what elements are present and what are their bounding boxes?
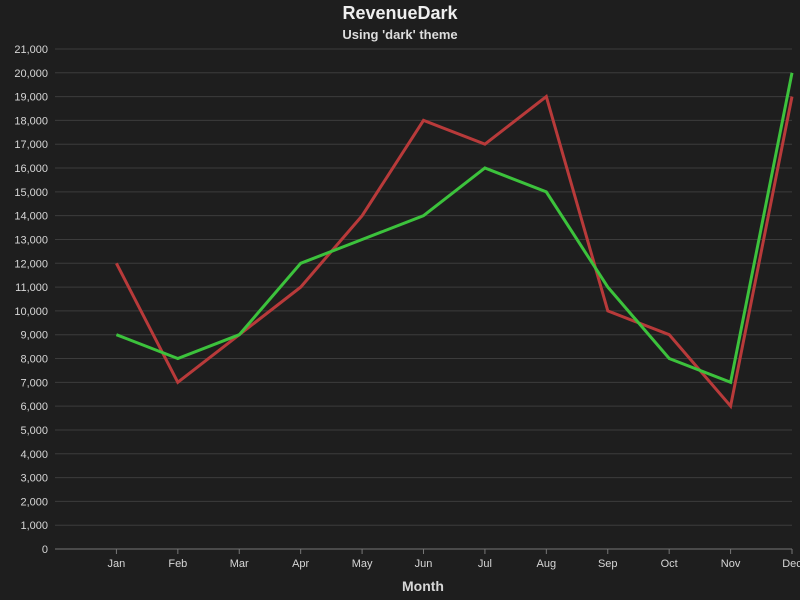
y-tick-label: 9,000 <box>20 330 48 342</box>
series-lines <box>115 72 794 410</box>
y-tick-label: 4,000 <box>20 449 48 461</box>
y-tick-label: 7,000 <box>20 377 48 389</box>
x-tick-label: Oct <box>661 558 678 570</box>
y-tick-label: 21,000 <box>14 44 48 56</box>
y-tick-label: 15,000 <box>14 187 48 199</box>
x-tick-label: Nov <box>721 558 741 570</box>
series-line-1 <box>115 94 794 410</box>
x-tick-label: Sep <box>598 558 618 570</box>
x-tick-label: Feb <box>168 558 187 570</box>
x-axis-ticks: Jan Feb Mar Apr May Jun Jul Aug Sep Oct Nov Dec <box>108 549 800 570</box>
y-tick-label: 5,000 <box>20 425 48 437</box>
y-tick-label: 12,000 <box>14 258 48 270</box>
y-tick-label: 3,000 <box>20 473 48 485</box>
y-tick-label: 8,000 <box>20 354 48 366</box>
y-tick-label: 19,000 <box>14 92 48 104</box>
x-tick-label: Dec <box>782 558 800 570</box>
y-tick-label: 10,000 <box>14 306 48 318</box>
x-tick-label: Jul <box>478 558 492 570</box>
y-tick-label: 14,000 <box>14 211 48 223</box>
x-tick-label: Aug <box>537 558 557 570</box>
x-tick-label: Apr <box>292 558 309 570</box>
y-tick-label: 11,000 <box>15 282 48 294</box>
y-tick-label: 20,000 <box>14 68 48 80</box>
x-tick-label: May <box>352 558 373 570</box>
y-tick-label: 1,000 <box>20 520 48 532</box>
x-tick-label: Jun <box>415 558 433 570</box>
y-axis-ticks: 0 1,000 2,000 3,000 4,000 5,000 6,000 7,000 8,00… <box>14 44 48 556</box>
y-tick-label: 0 <box>42 544 48 556</box>
y-tick-label: 13,000 <box>14 234 48 246</box>
chart-subtitle: Using 'dark' theme <box>342 27 457 42</box>
y-tick-label: 6,000 <box>20 401 48 413</box>
x-tick-label: Jan <box>108 558 126 570</box>
y-tick-label: 17,000 <box>14 139 48 151</box>
y-tick-label: 2,000 <box>20 496 48 508</box>
series-line-2 <box>115 72 794 385</box>
x-tick-label: Mar <box>230 558 249 570</box>
chart-title: RevenueDark <box>342 3 458 23</box>
y-tick-label: 16,000 <box>14 163 48 175</box>
y-tick-label: 18,000 <box>14 115 48 127</box>
x-axis-label: Month <box>402 578 444 594</box>
